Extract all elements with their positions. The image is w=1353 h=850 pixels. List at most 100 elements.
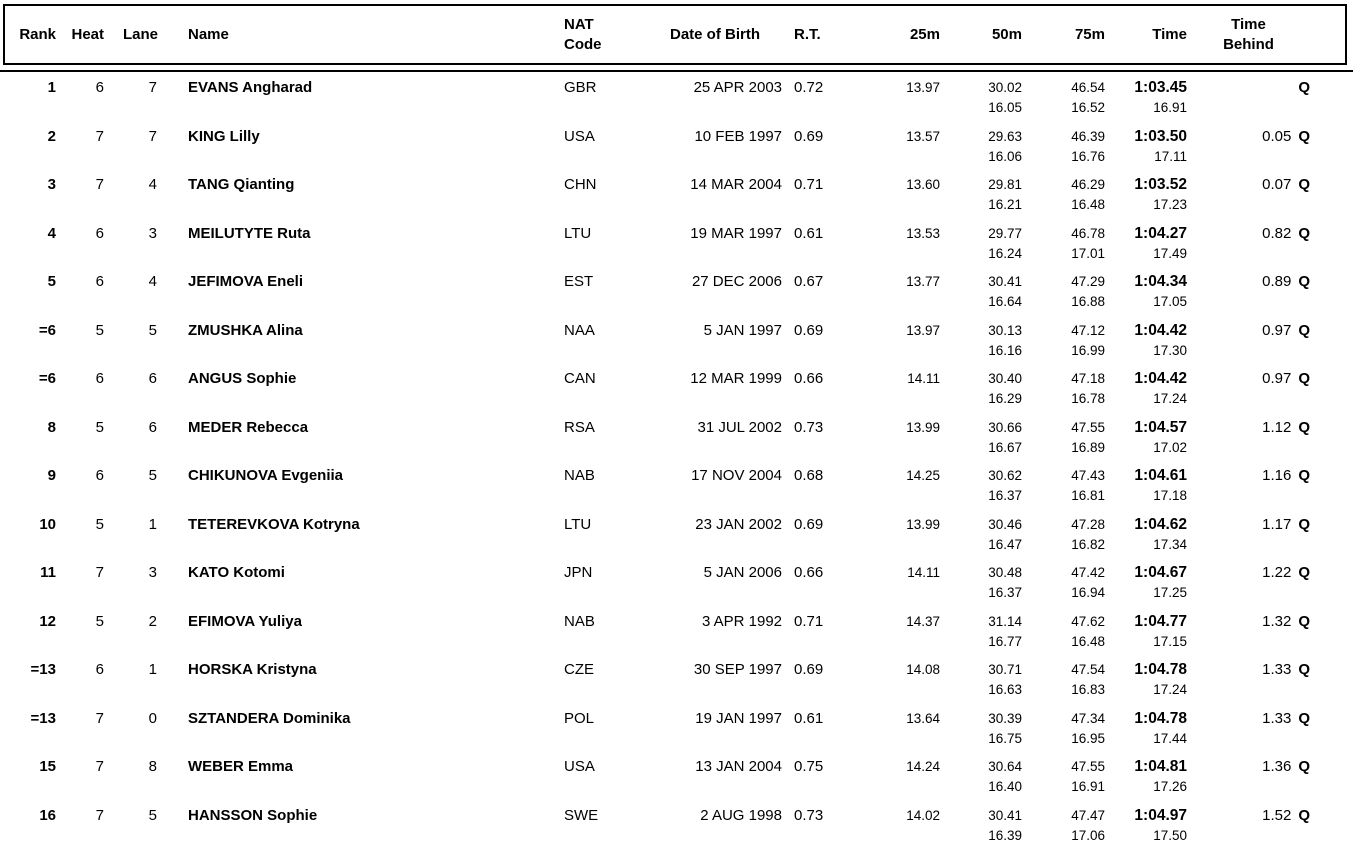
split-25m-cell: 14.25 <box>906 468 940 483</box>
name-cell: WEBER Emma <box>188 758 294 775</box>
nat-code-cell: POL <box>564 709 595 727</box>
name-cell: CHIKUNOVA Evgeniia <box>188 467 344 484</box>
date-of-birth-cell: 19 JAN 1997 <box>695 709 782 727</box>
rank-cell: 3 <box>47 176 56 193</box>
reaction-time-cell: 0.73 <box>794 418 824 436</box>
split-50m-cell: 30.71 16.63 <box>988 662 1022 697</box>
header-rule <box>0 70 1353 72</box>
split-50m-cell: 30.39 16.75 <box>988 710 1022 746</box>
reaction-time-cell: 0.67 <box>794 273 824 290</box>
rank-cell: 11 <box>40 564 56 581</box>
header-nat-code: NAT Code <box>564 15 602 53</box>
qualified-badge: Q <box>1298 224 1310 242</box>
header-75m: 75m <box>1074 25 1105 43</box>
rank-cell: =6 <box>38 370 56 387</box>
time-cell: 1:04.61 17.18 <box>1134 467 1187 503</box>
split-50m-cell: 30.41 16.64 <box>988 274 1022 309</box>
split-75m-cell: 47.43 16.81 <box>1071 468 1105 503</box>
header-time: Time <box>1152 25 1187 43</box>
qualified-badge: Q <box>1298 564 1310 581</box>
split-75m-cell: 47.42 16.94 <box>1071 565 1105 600</box>
header-reaction-time: R.T. <box>794 25 821 43</box>
lane-cell: 1 <box>148 661 157 678</box>
result-row: 4 6 3 MEILUTYTE Ruta LTU 19 MAR 1997 0.6… <box>0 219 1345 268</box>
time-behind-cell: 0.07 Q <box>1187 175 1310 195</box>
result-row: =6 6 6 ANGUS Sophie CAN 12 MAR 1999 0.66… <box>0 364 1345 413</box>
header-25m: 25m <box>909 25 940 43</box>
heat-cell: 7 <box>95 564 104 581</box>
nat-code-cell: RSA <box>564 418 595 436</box>
qualified-badge: Q <box>1298 321 1310 339</box>
split-75m-cell: 46.78 17.01 <box>1071 225 1105 261</box>
split-75m-cell: 47.18 16.78 <box>1071 371 1105 406</box>
heat-cell: 6 <box>95 661 104 678</box>
time-cell: 1:04.57 17.02 <box>1134 418 1187 455</box>
split-50m-cell: 30.02 16.05 <box>988 80 1022 115</box>
heat-cell: 7 <box>95 176 104 193</box>
header-time-behind: Time Behind <box>1223 15 1274 53</box>
time-behind-cell: 1.32 Q <box>1187 612 1310 632</box>
reaction-time-cell: 0.69 <box>794 661 824 678</box>
split-50m-cell: 30.46 16.47 <box>988 516 1022 552</box>
result-row: 12 5 2 EFIMOVA Yuliya NAB 3 APR 1992 0.7… <box>0 607 1345 656</box>
header-lane: Lane <box>122 25 158 43</box>
rank-cell: 9 <box>47 467 56 484</box>
lane-cell: 4 <box>148 273 157 290</box>
time-behind-cell: 0.97 Q <box>1187 321 1310 341</box>
time-behind-value: 1.32 <box>1262 612 1292 630</box>
date-of-birth-cell: 27 DEC 2006 <box>691 273 782 290</box>
time-behind-cell: 1.33 Q <box>1187 660 1310 680</box>
lane-cell: 5 <box>148 806 157 824</box>
qualified-badge: Q <box>1298 467 1310 484</box>
result-row: 16 7 5 HANSSON Sophie SWE 2 AUG 1998 0.7… <box>0 801 1345 850</box>
lane-cell: 0 <box>148 709 157 727</box>
qualified-badge: Q <box>1298 127 1310 145</box>
time-cell: 1:04.67 17.25 <box>1134 564 1187 600</box>
time-behind-cell: 0.82 Q <box>1187 224 1310 244</box>
split-25m-cell: 13.60 <box>906 177 940 192</box>
name-cell: HANSSON Sophie <box>188 806 318 824</box>
qualified-badge: Q <box>1298 370 1310 387</box>
date-of-birth-cell: 23 JAN 2002 <box>695 515 782 533</box>
time-behind-value: 1.33 <box>1262 661 1292 678</box>
rank-cell: =6 <box>38 321 56 339</box>
date-of-birth-cell: 13 JAN 2004 <box>695 758 782 775</box>
time-cell: 1:04.78 17.24 <box>1134 661 1187 697</box>
reaction-time-cell: 0.69 <box>794 321 824 339</box>
result-row: 11 7 3 KATO Kotomi JPN 5 JAN 2006 0.66 1… <box>0 558 1345 607</box>
header-border <box>3 4 1347 65</box>
split-25m-cell: 14.24 <box>906 759 940 774</box>
lane-cell: 6 <box>148 370 157 387</box>
time-behind-value: 0.89 <box>1262 273 1292 290</box>
name-cell: EFIMOVA Yuliya <box>188 612 302 630</box>
heat-cell: 5 <box>95 515 104 533</box>
qualified-badge: Q <box>1298 758 1310 775</box>
header-heat: Heat <box>71 25 104 43</box>
qualified-badge: Q <box>1298 515 1310 533</box>
result-row: =13 6 1 HORSKA Kristyna CZE 30 SEP 1997 … <box>0 655 1345 704</box>
time-behind-cell: Q <box>1187 78 1310 98</box>
nat-code-cell: GBR <box>564 79 597 96</box>
rank-cell: 8 <box>47 418 56 436</box>
lane-cell: 3 <box>148 564 157 581</box>
time-behind-cell: 0.89 Q <box>1187 272 1310 292</box>
nat-code-cell: NAB <box>564 612 595 630</box>
time-behind-cell: 1.52 Q <box>1187 806 1310 826</box>
split-25m-cell: 14.37 <box>906 613 940 629</box>
name-cell: KING Lilly <box>188 127 260 145</box>
lane-cell: 5 <box>148 321 157 339</box>
name-cell: SZTANDERA Dominika <box>188 709 351 727</box>
nat-code-cell: EST <box>564 273 594 290</box>
split-50m-cell: 30.66 16.67 <box>988 419 1022 455</box>
lane-cell: 1 <box>148 515 157 533</box>
reaction-time-cell: 0.66 <box>794 370 824 387</box>
split-25m-cell: 13.99 <box>906 516 940 532</box>
split-75m-cell: 47.28 16.82 <box>1071 516 1105 552</box>
heat-cell: 5 <box>95 321 104 339</box>
time-behind-cell: 1.12 Q <box>1187 418 1310 438</box>
date-of-birth-cell: 30 SEP 1997 <box>693 661 782 678</box>
rank-cell: 2 <box>47 127 56 145</box>
reaction-time-cell: 0.69 <box>794 127 824 145</box>
name-cell: MEDER Rebecca <box>188 418 309 436</box>
